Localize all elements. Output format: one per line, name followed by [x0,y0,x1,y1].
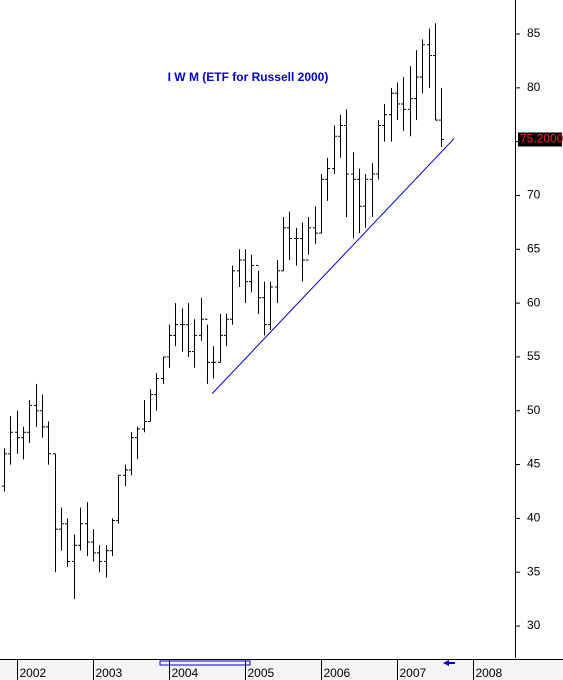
x-tick-label: 2003 [96,666,123,680]
x-tick-label: 2004 [172,666,199,680]
last-price-label: 75.2000 [520,132,563,146]
y-tick-label: 55 [527,349,541,363]
x-axis-band [0,659,563,680]
y-tick-label: 40 [527,511,541,525]
x-tick-label: 2007 [400,666,427,680]
y-tick-label: 50 [527,403,541,417]
y-tick-label: 65 [527,241,541,255]
last-price-box [518,132,562,147]
chart-title: I W M (ETF for Russell 2000) [168,70,329,84]
y-tick-label: 35 [527,564,541,578]
x-tick-label: 2005 [248,666,275,680]
y-tick-label: 70 [527,188,541,202]
y-tick-label: 60 [527,295,541,309]
y-tick-label: 30 [527,618,541,632]
x-tick-label: 2008 [476,666,503,680]
y-tick-label: 45 [527,457,541,471]
scroll-indicator [159,660,251,666]
x-tick-label: 2006 [324,666,351,680]
scroll-arrow [443,660,455,666]
trendline [211,138,455,394]
y-tick-label: 80 [527,80,541,94]
y-tick-label: 85 [527,26,541,40]
x-tick-label: 2002 [20,666,47,680]
